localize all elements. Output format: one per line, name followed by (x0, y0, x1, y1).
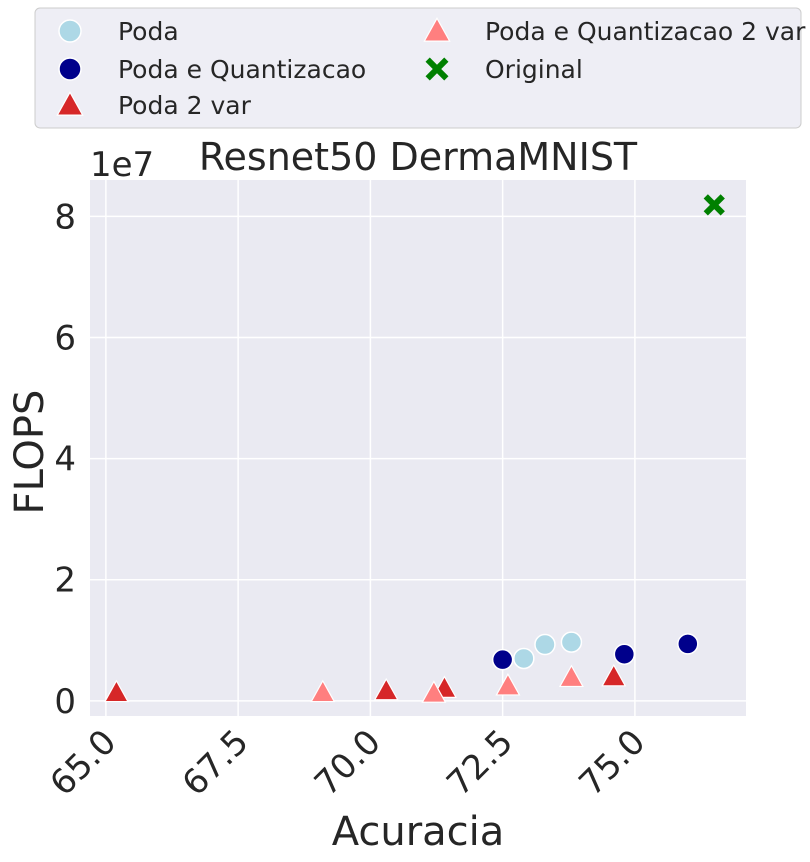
data-point (495, 672, 521, 696)
grid-lines (90, 180, 746, 716)
legend-marker (423, 17, 451, 42)
y-tick-label: 2 (54, 561, 76, 601)
data-point (613, 643, 636, 665)
plot-area (90, 180, 746, 716)
legend-entry: Poda e Quantizacao 2 var (423, 17, 806, 46)
legend-entry: Poda e Quantizacao (58, 55, 366, 84)
x-tick-labels: 65.0 67.5 70.0 72.5 75.0 (42, 722, 653, 804)
legend-label: Poda e Quantizacao 2 var (485, 17, 806, 46)
data-point (373, 677, 399, 701)
data-point (513, 647, 535, 670)
legend-marker (425, 57, 449, 81)
legend-label: Poda 2 var (118, 91, 252, 120)
legend-label: Original (485, 55, 583, 84)
legend-box (34, 7, 802, 129)
series-original (703, 194, 725, 216)
legend-entry: Original (425, 55, 583, 84)
legend-marker (58, 57, 82, 81)
y-axis-label: FLOPS (7, 390, 53, 515)
data-point (703, 194, 725, 216)
legend-entry: Poda 2 var (56, 91, 252, 120)
legend-entry: Poda (58, 17, 179, 46)
data-points (103, 194, 725, 703)
data-point (560, 631, 583, 653)
legend-marker (58, 19, 82, 43)
y-tick-label: 0 (54, 682, 76, 722)
x-tick-label: 67.5 (175, 722, 257, 804)
legend-marker (56, 91, 84, 116)
legend-label: Poda e Quantizacao (118, 55, 366, 84)
series-poda-e-quantizacao (491, 633, 699, 671)
data-point (103, 679, 129, 703)
data-point (421, 680, 447, 703)
x-tick-label: 65.0 (42, 722, 124, 804)
data-point (677, 633, 699, 655)
y-tick-label: 6 (54, 318, 76, 358)
y-offset-text: 1e7 (90, 145, 154, 185)
data-point (310, 679, 336, 703)
series-poda-e-quantizacao-2-var (310, 664, 584, 703)
data-point (534, 633, 556, 656)
y-tick-labels: 0 2 4 6 8 (54, 197, 76, 722)
x-tick-label: 70.0 (307, 722, 389, 804)
data-point (558, 664, 584, 688)
y-tick-label: 4 (54, 440, 76, 480)
chart-title: Resnet50 DermaMNIST (199, 135, 638, 179)
legend-label: Poda (118, 17, 179, 46)
data-point (601, 663, 627, 687)
x-axis-label: Acuracia (332, 809, 505, 855)
series-poda-2-var (103, 663, 627, 703)
series-poda (513, 631, 583, 670)
x-tick-label: 75.0 (571, 722, 653, 804)
y-tick-label: 8 (54, 197, 76, 237)
x-tick-label: 72.5 (439, 722, 521, 804)
legend: Poda Poda e Quantizacao Poda 2 var Poda e Q… (34, 7, 806, 129)
data-point (491, 648, 514, 671)
